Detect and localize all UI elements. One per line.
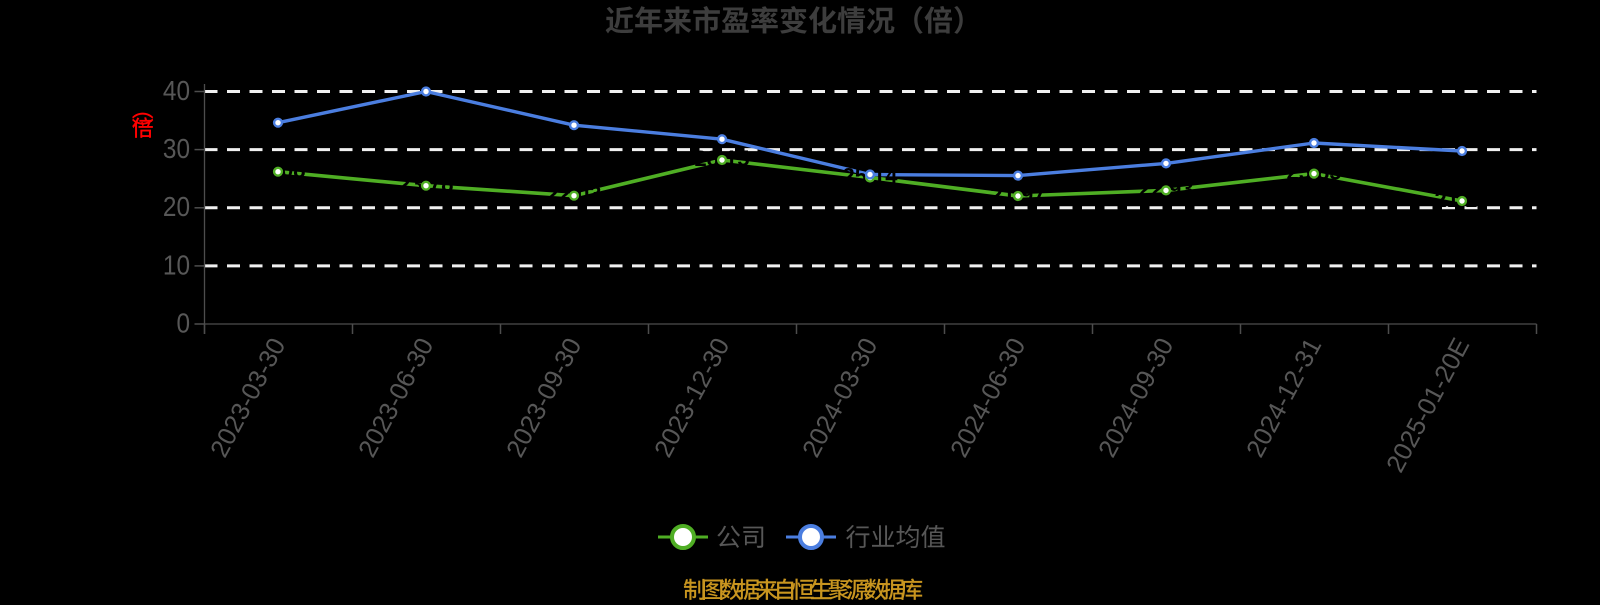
svg-text:40: 40: [163, 74, 190, 106]
svg-text:10: 10: [163, 249, 190, 281]
svg-text:0: 0: [176, 307, 190, 339]
svg-text:30: 30: [163, 132, 190, 164]
svg-text:20: 20: [163, 191, 190, 223]
